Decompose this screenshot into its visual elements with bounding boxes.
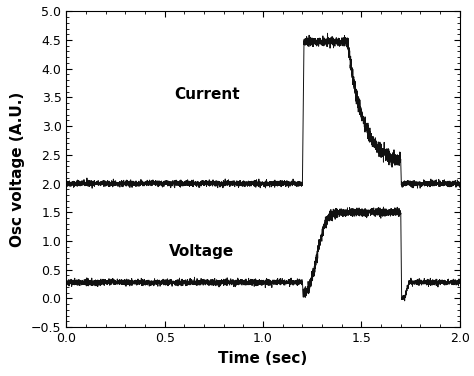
Text: Voltage: Voltage [169, 244, 234, 259]
Y-axis label: Osc voltage (A.U.): Osc voltage (A.U.) [10, 92, 26, 247]
Text: Current: Current [174, 87, 240, 102]
X-axis label: Time (sec): Time (sec) [219, 350, 308, 365]
